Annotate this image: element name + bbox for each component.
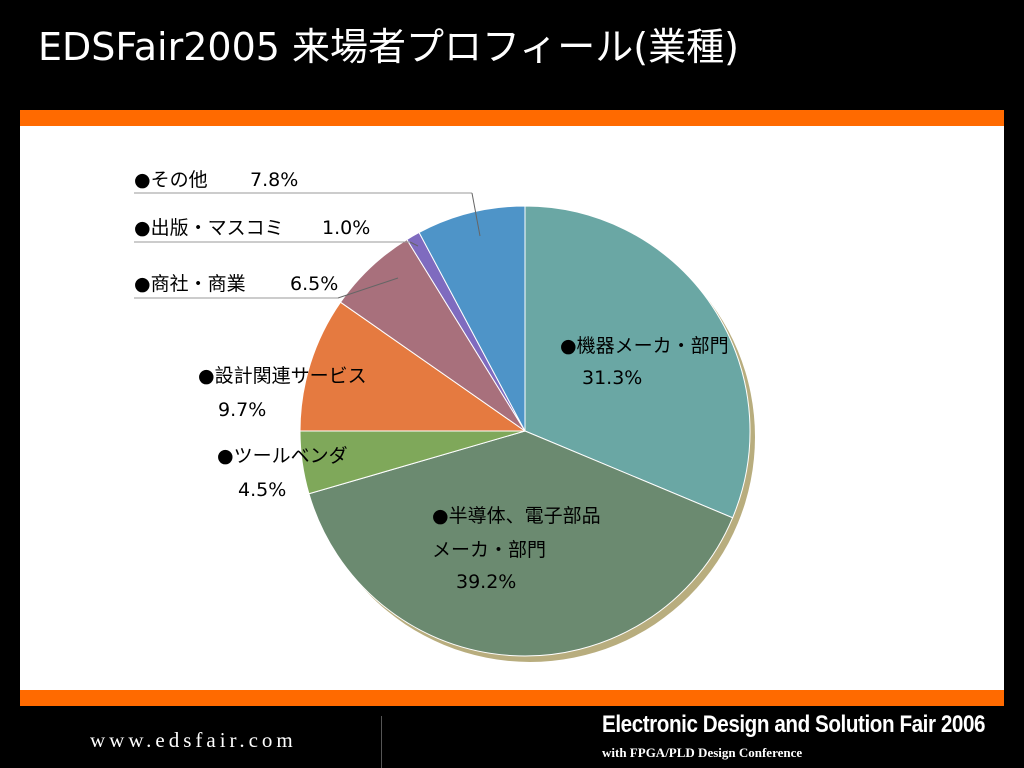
- footer-conference: with FPGA/PLD Design Conference: [602, 745, 803, 760]
- slice-label-3: ●設計関連サービス: [198, 365, 367, 387]
- slice-value-4: 6.5%: [290, 273, 338, 295]
- footer-divider: [381, 716, 382, 768]
- pie-slice-3: [299, 301, 527, 432]
- pie-slice-0: [524, 205, 751, 519]
- leader-line-4: [337, 277, 399, 299]
- footer-url[interactable]: www.edsfair.com: [90, 728, 297, 752]
- slice-label-0: ●機器メーカ・部門: [560, 335, 729, 357]
- slice-value-3: 9.7%: [218, 399, 266, 421]
- slice-value-2: 4.5%: [238, 479, 286, 501]
- leader-line-6: [471, 192, 481, 237]
- slice-value-6: 7.8%: [250, 169, 298, 191]
- orange-bar-bottom: [20, 690, 1004, 706]
- orange-bar-top: [20, 110, 1004, 126]
- slice-label-4: ●商社・商業: [134, 273, 246, 295]
- slice-value-1: 39.2%: [456, 571, 516, 593]
- slice-label-1: ●半導体、電子部品: [432, 505, 601, 527]
- slice-label-5: ●出版・マスコミ: [134, 217, 284, 239]
- slice-label-1-line2: メーカ・部門: [432, 539, 546, 561]
- pie-slice-6: [418, 205, 526, 432]
- slide-title: EDSFair2005 来場者プロフィール(業種): [38, 25, 739, 69]
- slice-value-0: 31.3%: [582, 367, 642, 389]
- pie-slice-1: [308, 430, 734, 657]
- slice-value-5: 1.0%: [322, 217, 370, 239]
- slice-label-2: ●ツールベンダ: [217, 445, 348, 467]
- slice-label-6: ●その他: [134, 169, 208, 191]
- footer-fair-name: Electronic Design and Solution Fair 2006: [602, 711, 986, 738]
- leader-line-5: [409, 241, 419, 247]
